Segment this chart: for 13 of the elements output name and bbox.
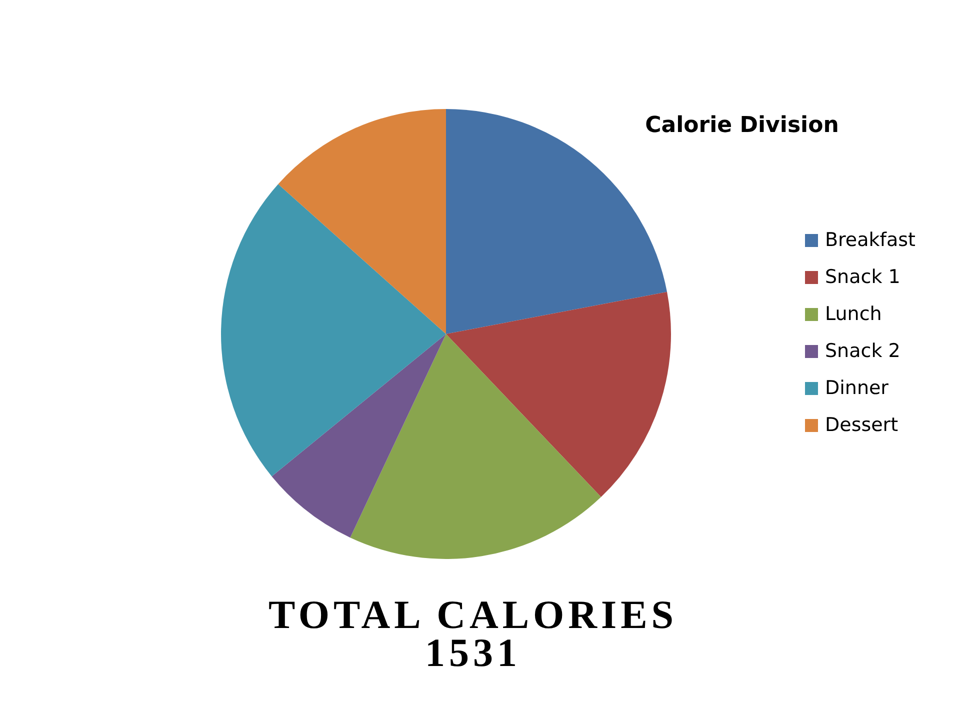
text: TOTAL CALORIES 1531 [268, 592, 678, 675]
legend-label: Snack 1 [825, 266, 900, 288]
legend-label: Lunch [825, 303, 882, 325]
legend-label: Dinner [825, 377, 889, 399]
chart-title: Calorie Division [645, 113, 839, 138]
pie-slice [221, 184, 446, 476]
pie-slice [446, 292, 671, 498]
pie-slice [350, 334, 602, 559]
pie-slice [272, 334, 446, 538]
pie-slice [278, 109, 446, 334]
legend-label: Dessert [825, 414, 898, 436]
legend-label: Snack 2 [825, 340, 900, 362]
legend-label: Breakfast [825, 229, 916, 251]
